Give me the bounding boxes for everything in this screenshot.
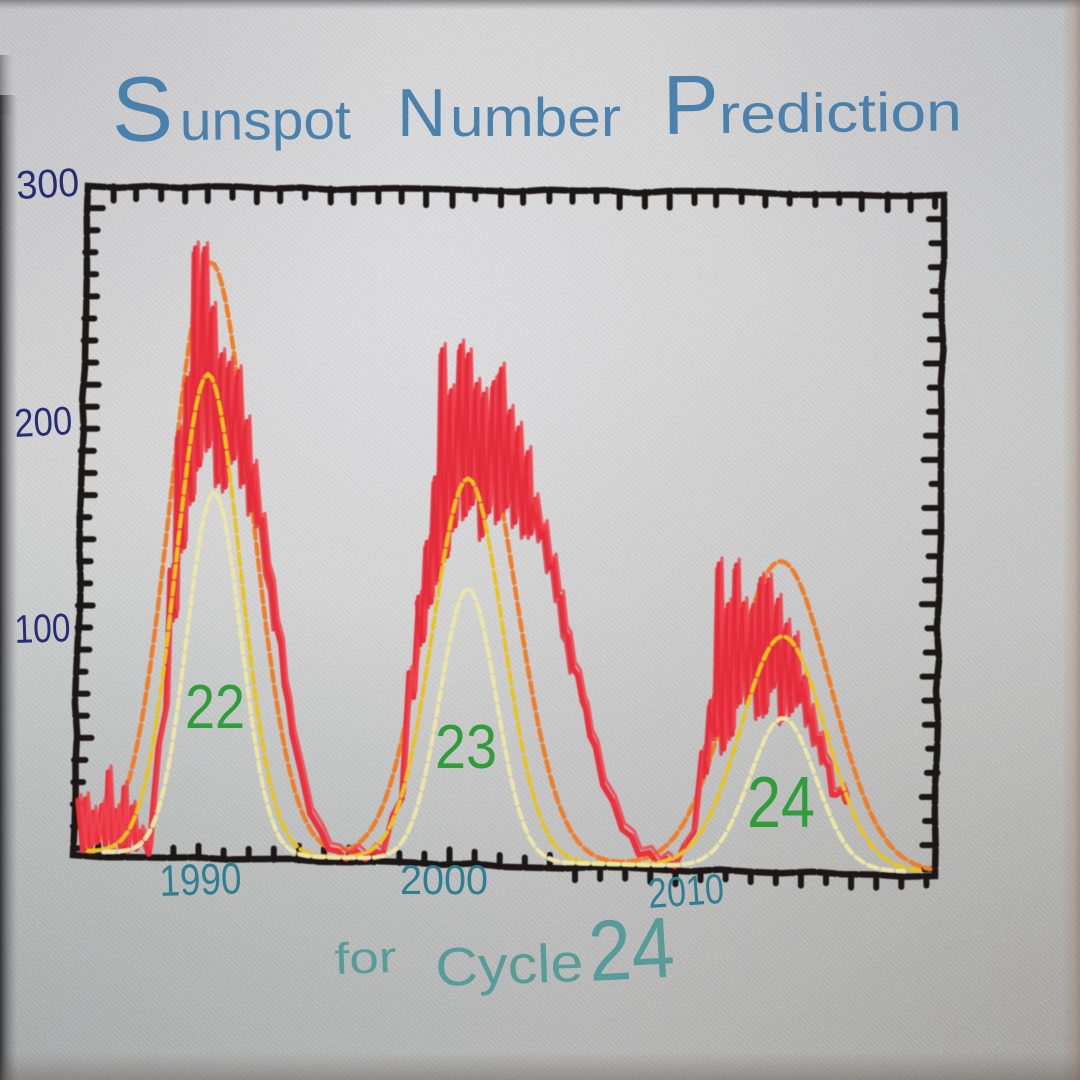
svg-text:rediction: rediction <box>718 80 962 145</box>
svg-text:100: 100 <box>14 606 72 652</box>
svg-text:unspot: unspot <box>180 89 352 152</box>
svg-text:23: 23 <box>435 713 497 782</box>
svg-text:300: 300 <box>15 161 80 208</box>
svg-text:2000: 2000 <box>400 856 488 903</box>
svg-text:N: N <box>397 75 446 151</box>
svg-text:200: 200 <box>13 399 73 446</box>
svg-text:1990: 1990 <box>159 854 243 906</box>
svg-text:umber: umber <box>450 86 621 148</box>
svg-text:S: S <box>111 58 173 161</box>
svg-text:22: 22 <box>185 673 245 742</box>
svg-text:2010: 2010 <box>646 865 725 917</box>
svg-text:for: for <box>334 933 398 984</box>
svg-text:Cycle: Cycle <box>434 933 584 998</box>
svg-text:P: P <box>662 57 719 152</box>
svg-text:24: 24 <box>586 900 677 1000</box>
svg-text:24: 24 <box>747 763 815 843</box>
